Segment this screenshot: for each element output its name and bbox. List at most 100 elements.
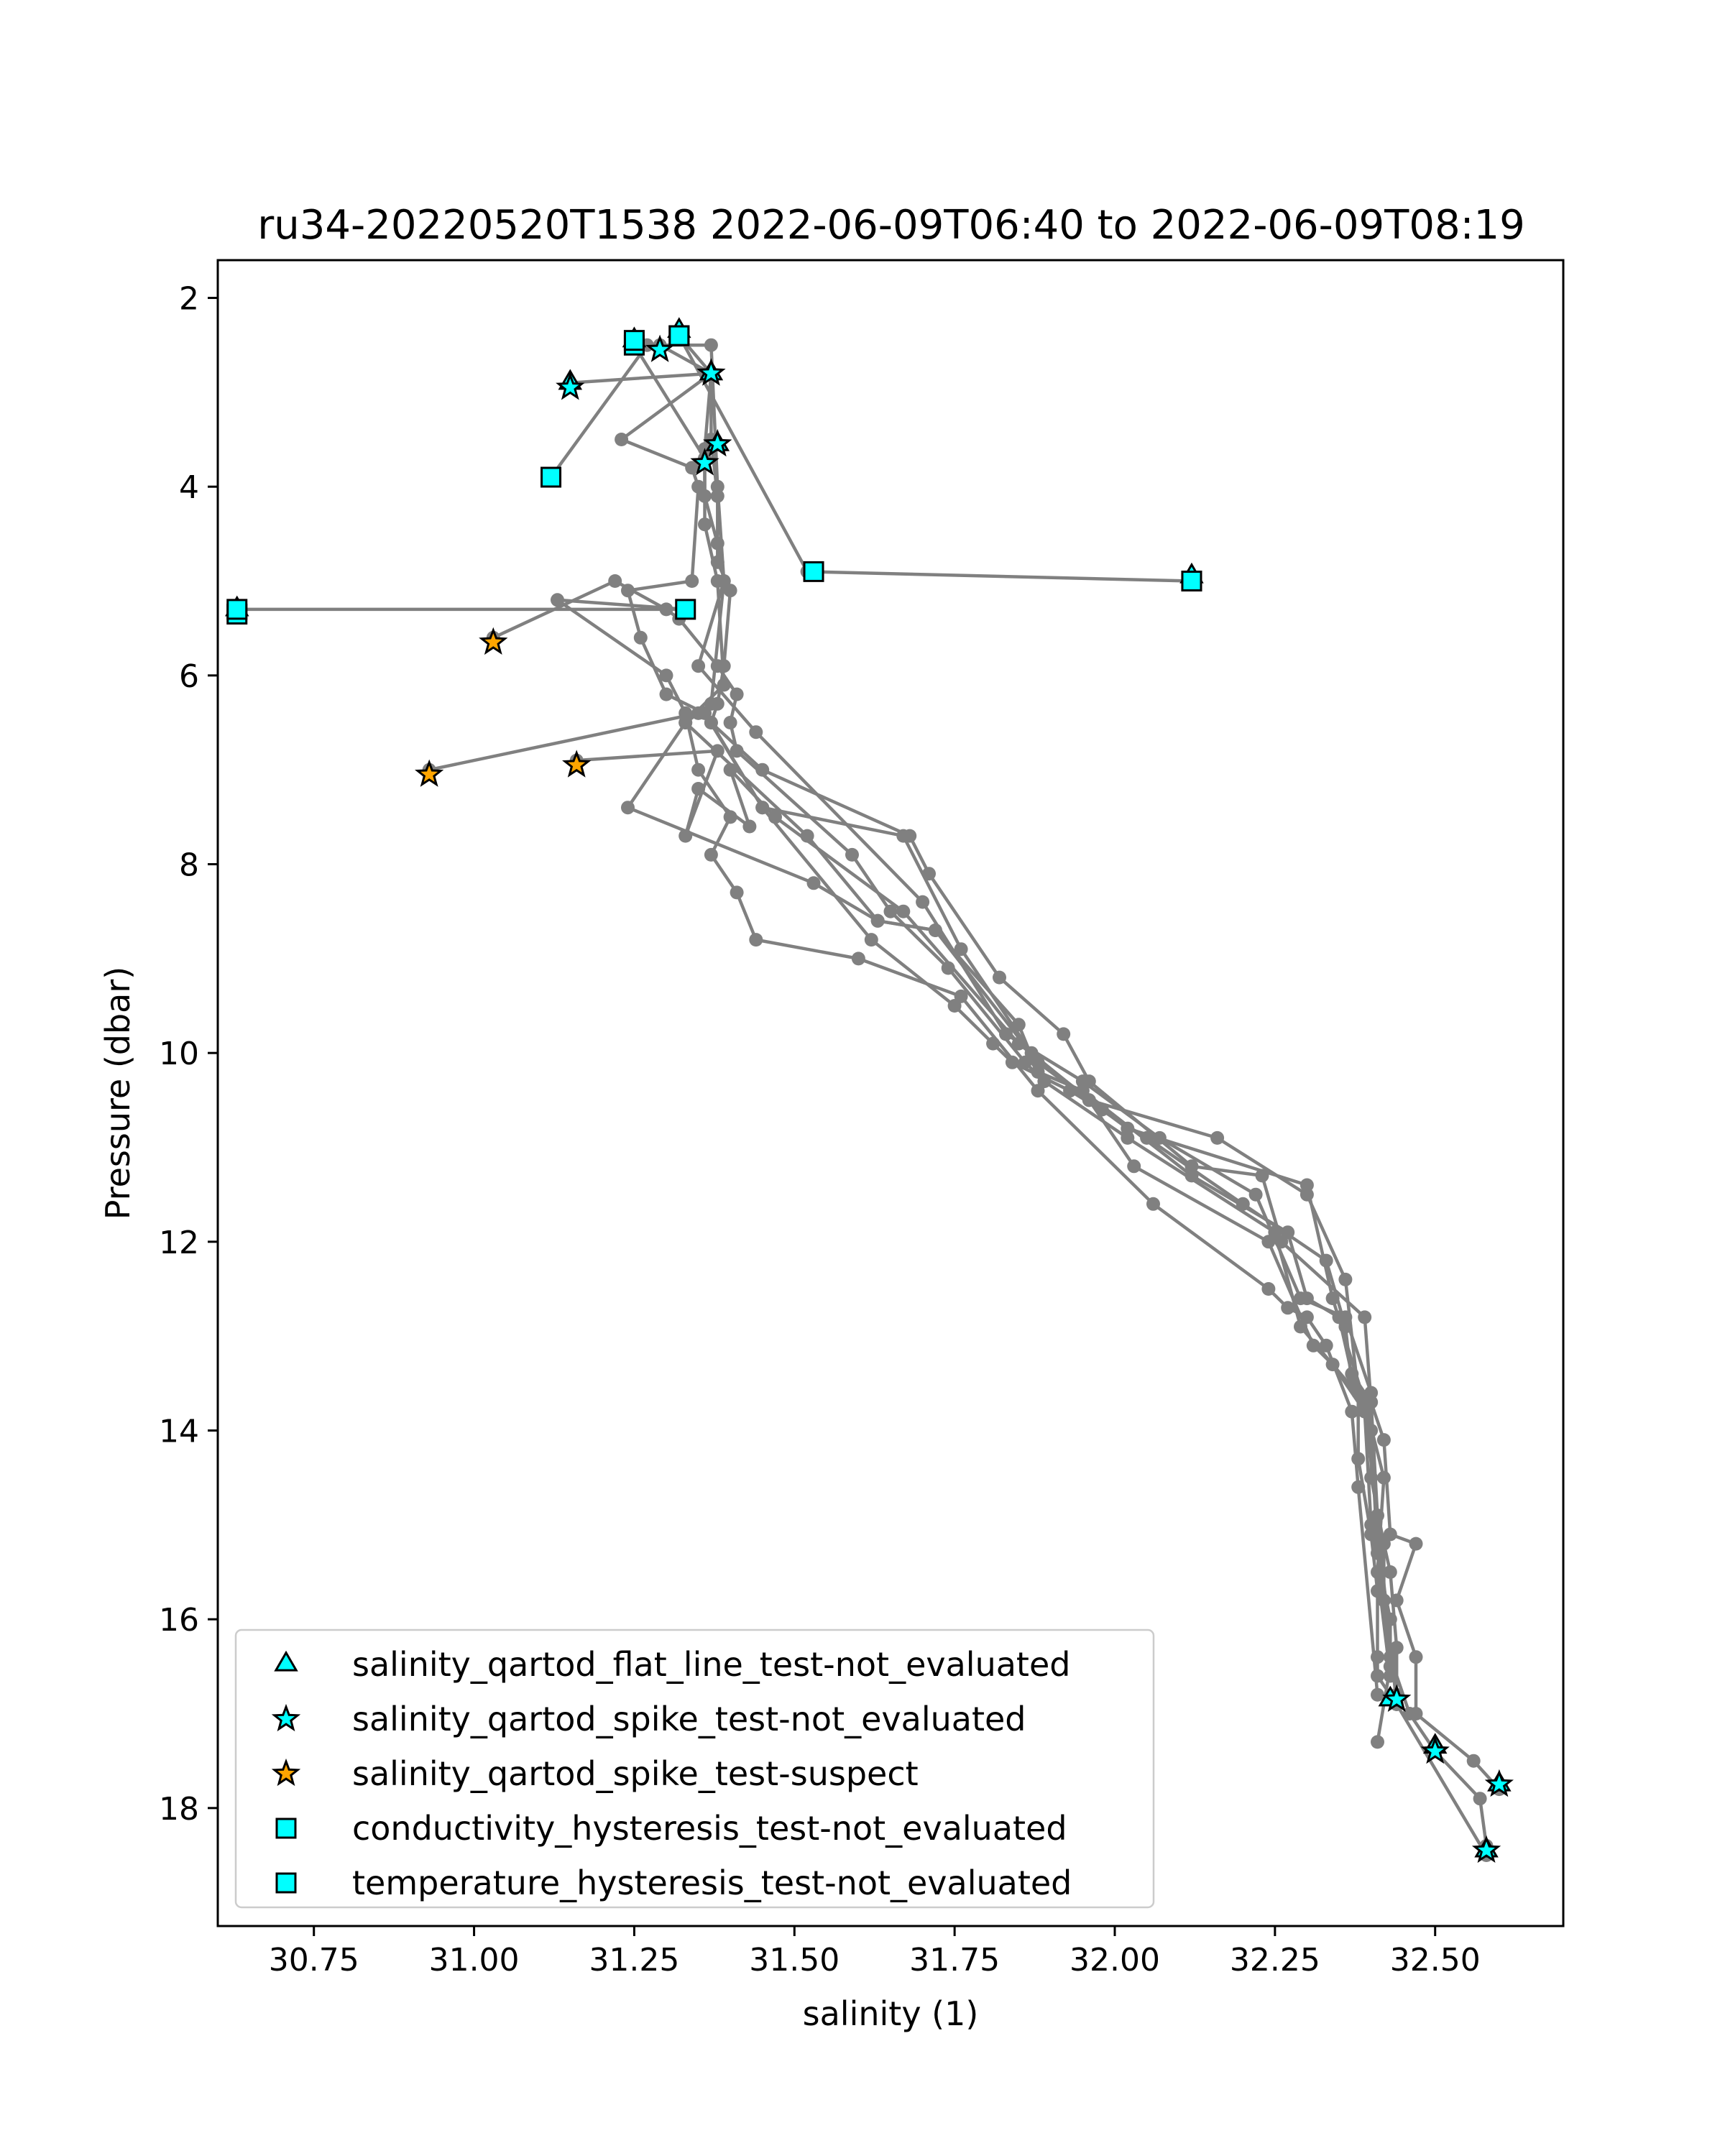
marker-series-5 [623,330,645,351]
profile-point [1146,1197,1160,1211]
profile-point [749,933,763,947]
profile-point [691,763,706,777]
profile-point [845,847,859,862]
quality-markers [225,317,1514,1864]
profile-point [1031,1055,1045,1069]
profile-point [678,829,693,843]
profile-point [1389,1641,1404,1655]
y-axis: 2 4 6 8 10 12 14 16 18 [159,281,218,1828]
marker-series-2 [696,358,726,386]
legend-label: salinity_qartod_spike_test-suspect [352,1754,919,1793]
profile-point [1466,1754,1481,1768]
profile-point [928,923,942,937]
x-axis: 30.75 31.00 31.25 31.50 31.75 32.00 32.25 32.50 [269,1926,1481,1978]
marker-series-2 [556,372,585,400]
x-tick-label: 30.75 [269,1942,359,1978]
profile-point [1338,1319,1353,1334]
y-tick-label: 6 [179,658,199,695]
legend-label: temperature_hysteresis_test-not_evaluate… [352,1864,1072,1902]
profile-point [749,725,763,740]
x-tick-label: 32.25 [1230,1942,1320,1978]
profile-point [691,706,706,720]
profile-point [704,696,718,711]
profile-point [698,517,712,532]
legend-marker [271,1703,301,1732]
profile-point [1371,1546,1384,1560]
profile-point [1409,1537,1423,1551]
profile-point [1236,1197,1250,1211]
x-tick-label: 31.00 [429,1942,520,1978]
profile-point [1319,1253,1333,1268]
profile-point [1300,1291,1314,1306]
profile-point [1345,1376,1359,1391]
profile-point [1383,1565,1397,1579]
chart-title: ru34-20220520T1538 2022-06-09T06:40 to 2… [257,202,1524,249]
profile-point [1121,1130,1135,1145]
profile-point [755,763,770,777]
profile-point [723,763,737,777]
profile-point [870,913,885,928]
y-tick-label: 10 [159,1036,199,1072]
profile-point [691,479,706,494]
profile-point [1075,1074,1090,1089]
profile-point [1140,1130,1154,1145]
marker-series-4 [540,466,562,488]
profile-point [1294,1319,1307,1334]
y-tick-label: 8 [179,847,199,884]
profile-point [1248,1187,1263,1202]
profile-point [1338,1272,1353,1286]
profile-point [1063,1084,1077,1098]
profile-point [710,479,724,494]
y-tick-label: 4 [179,469,199,506]
legend-marker [275,1818,297,1839]
legend: salinity_qartod_flat_line_test-not_evalu… [234,1628,1155,1909]
marker-series-3 [415,759,444,787]
marker-series-2 [1382,1684,1412,1712]
profile-point [1005,1055,1019,1069]
profile-point [851,952,865,966]
profile-point [1057,1027,1071,1041]
x-tick-label: 31.75 [909,1942,1000,1978]
profile-point [1281,1301,1295,1315]
profile-point [691,659,706,673]
profile-point [993,970,1006,985]
profile-point [730,885,744,900]
legend-label: salinity_qartod_flat_line_test-not_evalu… [352,1645,1070,1684]
profile-point [704,847,718,862]
profile-point [685,461,699,475]
profile-point [1319,1338,1333,1353]
profile-point [710,744,724,758]
profile-point [717,574,731,588]
profile-point [659,687,673,701]
y-tick-label: 18 [159,1791,199,1828]
profile-point [730,687,744,701]
profile-point [1127,1159,1141,1174]
profile-point [1371,1735,1384,1749]
marker-series-4 [675,599,696,620]
profile-point [730,744,744,758]
marker-series-5 [668,325,690,346]
profile-point [621,801,635,815]
legend-marker [275,1872,297,1894]
profile-point [633,630,648,645]
profile-point [742,819,757,834]
plot-frame [216,259,1565,1927]
legend-marker [271,1758,301,1787]
marker-series-3 [562,750,592,778]
profile-point [1376,1470,1391,1485]
marker-series-2 [690,448,719,476]
legend-label: conductivity_hysteresis_test-not_evaluat… [352,1809,1067,1848]
profile-point [691,782,706,796]
marker-series-2 [1420,1736,1450,1764]
profile-point [551,593,564,607]
x-axis-label: salinity (1) [803,1994,979,2033]
y-tick-label: 16 [159,1602,199,1639]
marker-series-5 [1181,571,1202,592]
marker-series-2 [1484,1769,1514,1797]
profile-point [896,904,911,918]
marker-series-2 [645,334,675,362]
profile-point [659,668,673,683]
profile-point [954,942,968,957]
profile-point [1364,1424,1379,1437]
